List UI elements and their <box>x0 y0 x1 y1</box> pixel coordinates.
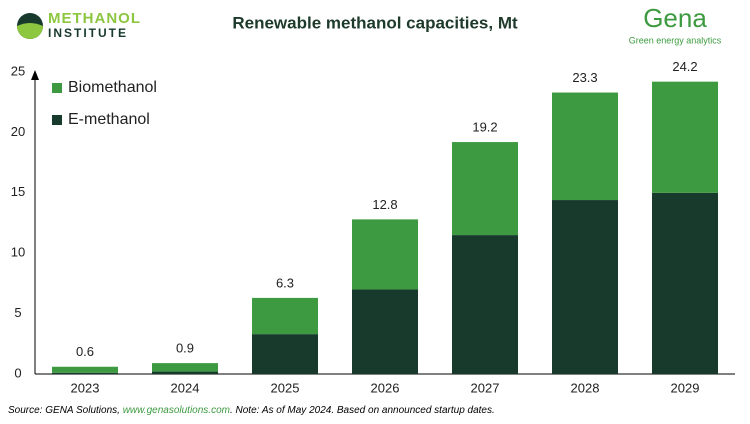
logo-text: Gena <box>643 3 707 33</box>
y-tick-label: 25 <box>11 63 25 78</box>
logo-icon-wave <box>17 23 43 39</box>
logo-text: Green energy analytics <box>629 35 722 45</box>
bar-segment <box>352 219 418 290</box>
legend-swatch <box>52 83 62 93</box>
bar-segment <box>152 371 218 374</box>
total-label: 23.3 <box>572 70 597 85</box>
chart-title: Renewable methanol capacities, Mt <box>232 13 518 32</box>
bar-segment <box>452 142 518 236</box>
x-tick-label: 2027 <box>471 380 500 395</box>
bar-segment <box>652 81 718 193</box>
bar-segment <box>52 366 118 373</box>
bar-segment <box>452 235 518 374</box>
total-label: 6.3 <box>276 275 294 290</box>
bar-segment <box>152 363 218 372</box>
bar-segment <box>552 92 618 201</box>
total-label: 0.6 <box>76 344 94 359</box>
total-label: 19.2 <box>472 120 497 135</box>
total-label: 12.8 <box>372 197 397 212</box>
y-tick-label: 15 <box>11 184 25 199</box>
logo-text: METHANOL <box>48 10 141 27</box>
x-tick-label: 2029 <box>671 380 700 395</box>
bar-segment <box>52 372 118 374</box>
bar-segment <box>252 334 318 374</box>
y-tick-label: 20 <box>11 124 25 139</box>
y-tick-label: 0 <box>14 365 21 380</box>
total-label: 0.9 <box>176 341 194 356</box>
legend-label: Biomethanol <box>68 79 157 96</box>
logo-text: INSTITUTE <box>48 26 128 40</box>
bar-segment <box>652 192 718 374</box>
total-label: 24.2 <box>672 59 697 74</box>
legend-swatch <box>52 115 62 125</box>
x-tick-label: 2026 <box>371 380 400 395</box>
source-text: . Note: As of May 2024. Based on announc… <box>230 405 495 416</box>
x-tick-label: 2028 <box>571 380 600 395</box>
y-tick-label: 5 <box>14 305 21 320</box>
x-tick-label: 2025 <box>271 380 300 395</box>
bar-segment <box>552 200 618 374</box>
legend-label: E-methanol <box>68 111 150 128</box>
x-tick-label: 2023 <box>71 380 100 395</box>
source-link: www.genasolutions.com <box>123 405 230 416</box>
y-tick-label: 10 <box>11 245 25 260</box>
x-tick-label: 2024 <box>171 380 200 395</box>
source-note: Source: GENA Solutions, www.genasolution… <box>8 405 495 416</box>
bar-segment <box>352 289 418 374</box>
y-axis-arrow <box>31 70 39 80</box>
bar-segment <box>252 297 318 335</box>
source-text: Source: GENA Solutions, <box>8 405 123 416</box>
